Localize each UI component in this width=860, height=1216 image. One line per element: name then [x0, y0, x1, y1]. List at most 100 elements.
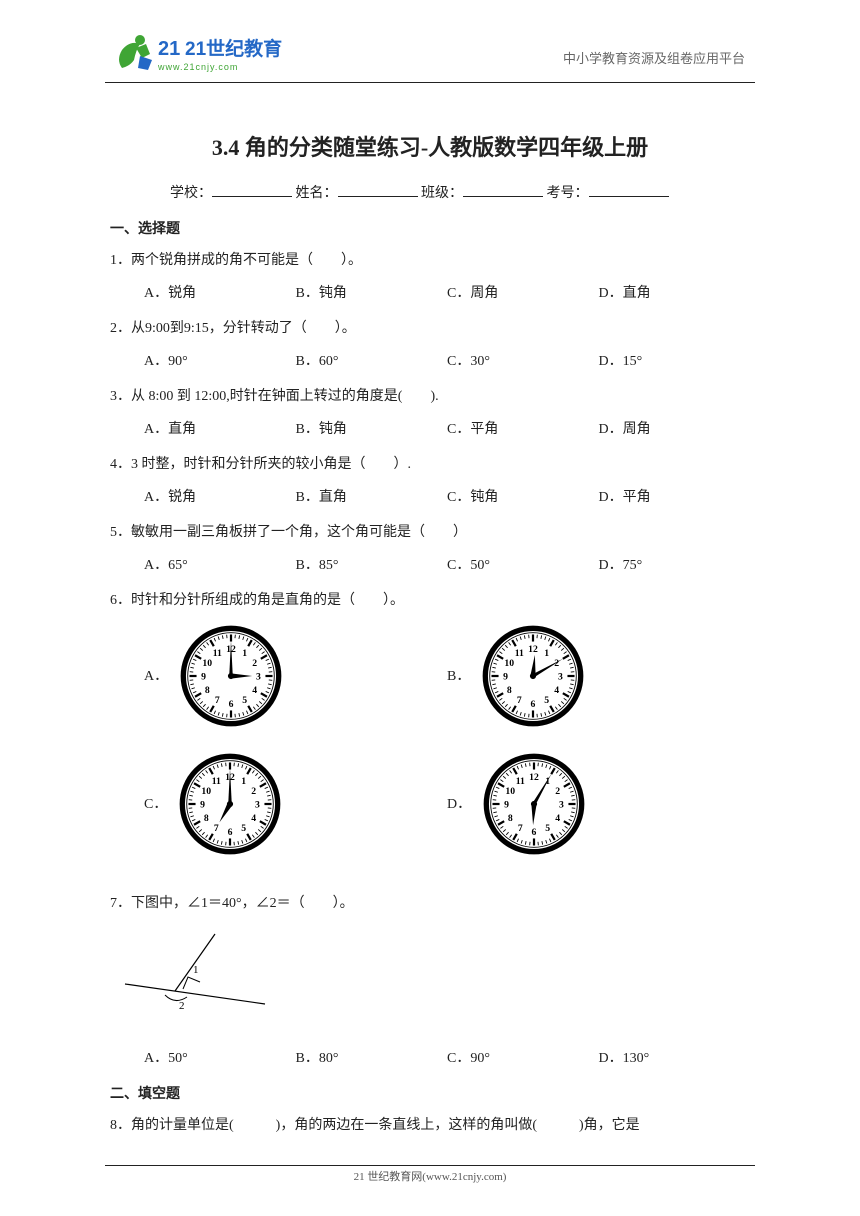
svg-text:2: 2 — [252, 786, 257, 797]
svg-text:1: 1 — [242, 648, 247, 659]
svg-text:1: 1 — [545, 648, 550, 659]
svg-text:7: 7 — [215, 695, 220, 706]
svg-text:8: 8 — [508, 813, 513, 824]
question-1: 1．两个锐角拼成的角不可能是（ ）。 A．锐角 B．钝角 C．周角 D．直角 — [110, 250, 750, 304]
svg-text:12: 12 — [528, 644, 538, 655]
q2-opt-a[interactable]: A．90° — [144, 351, 296, 372]
q2-opt-b[interactable]: B．60° — [296, 351, 448, 372]
q4-opt-a[interactable]: A．锐角 — [144, 487, 296, 508]
question-8: 8．角的计量单位是( )，角的两边在一条直线上，这样的角叫做( )角，它是 — [110, 1115, 750, 1136]
svg-text:11: 11 — [516, 776, 525, 787]
header: 21 21世纪教育 www.21cnjy.com 中小学教育资源及组卷应用平台 — [0, 0, 860, 90]
blank-school[interactable] — [212, 183, 292, 197]
svg-text:3: 3 — [559, 800, 564, 811]
svg-text:9: 9 — [504, 800, 509, 811]
question-6: 6．时针和分针所组成的角是直角的是（ ）。 A．123456789101112B… — [110, 590, 750, 879]
q2-options: A．90° B．60° C．30° D．15° — [110, 351, 750, 372]
clock-icon: 123456789101112 — [177, 751, 283, 857]
q5-opt-a[interactable]: A．65° — [144, 555, 296, 576]
svg-text:10: 10 — [506, 786, 516, 797]
svg-text:10: 10 — [505, 658, 515, 669]
q1-opt-c[interactable]: C．周角 — [447, 283, 599, 304]
q1-options: A．锐角 B．钝角 C．周角 D．直角 — [110, 283, 750, 304]
svg-text:8: 8 — [204, 813, 209, 824]
svg-text:6: 6 — [532, 827, 537, 838]
q3-opt-b[interactable]: B．钝角 — [296, 419, 448, 440]
q7-opt-d[interactable]: D．130° — [599, 1048, 751, 1069]
q7-options: A．50° B．80° C．90° D．130° — [110, 1048, 750, 1069]
q6-label-a: A． — [144, 666, 168, 687]
q7-opt-b[interactable]: B．80° — [296, 1048, 448, 1069]
svg-text:8: 8 — [507, 685, 512, 696]
q5-opt-b[interactable]: B．85° — [296, 555, 448, 576]
question-2: 2．从9:00到9:15，分针转动了（ ）。 A．90° B．60° C．30°… — [110, 318, 750, 372]
section-choice-head: 一、选择题 — [110, 218, 750, 238]
student-info-line: 学校： 姓名： 班级： 考号： — [110, 182, 750, 202]
q3-opt-a[interactable]: A．直角 — [144, 419, 296, 440]
svg-text:7: 7 — [517, 695, 522, 706]
q6-opt-a[interactable]: A．123456789101112 — [144, 623, 447, 729]
q1-opt-a[interactable]: A．锐角 — [144, 283, 296, 304]
blank-class[interactable] — [463, 183, 543, 197]
q3-opt-d[interactable]: D．周角 — [599, 419, 751, 440]
q5-options: A．65° B．85° C．50° D．75° — [110, 555, 750, 576]
svg-text:5: 5 — [242, 695, 247, 706]
logo: 21 21世纪教育 www.21cnjy.com — [110, 30, 290, 80]
svg-text:1: 1 — [242, 776, 247, 787]
content: 3.4 角的分类随堂练习-人教版数学四年级上册 学校： 姓名： 班级： 考号： … — [110, 130, 750, 1150]
q6-opt-b[interactable]: B．123456789101112 — [447, 623, 750, 729]
q6-opt-c[interactable]: C．123456789101112 — [144, 751, 447, 857]
svg-text:12: 12 — [529, 772, 539, 783]
q6-label-c: C． — [144, 794, 167, 815]
header-right-text: 中小学教育资源及组卷应用平台 — [563, 48, 745, 67]
q4-opt-d[interactable]: D．平角 — [599, 487, 751, 508]
label-class: 班级： — [421, 186, 463, 201]
q1-opt-d[interactable]: D．直角 — [599, 283, 751, 304]
label-school: 学校： — [170, 186, 212, 201]
q6-label-b: B． — [447, 666, 470, 687]
q4-stem: 4．3 时整，时针和分针所夹的较小角是（ ）. — [110, 454, 750, 475]
q4-options: A．锐角 B．直角 C．钝角 D．平角 — [110, 487, 750, 508]
label-examno: 考号： — [547, 186, 589, 201]
q7-figure: 12 — [120, 926, 750, 1038]
q7-opt-c[interactable]: C．90° — [447, 1048, 599, 1069]
q6-opt-d[interactable]: D．123456789101112 — [447, 751, 750, 857]
q6-stem: 6．时针和分针所组成的角是直角的是（ ）。 — [110, 590, 750, 611]
q3-options: A．直角 B．钝角 C．平角 D．周角 — [110, 419, 750, 440]
svg-text:6: 6 — [531, 699, 536, 710]
svg-text:21世纪教育: 21世纪教育 — [185, 37, 282, 60]
svg-text:8: 8 — [205, 685, 210, 696]
svg-text:5: 5 — [545, 823, 550, 834]
q2-opt-d[interactable]: D．15° — [599, 351, 751, 372]
svg-text:3: 3 — [558, 672, 563, 683]
q5-opt-c[interactable]: C．50° — [447, 555, 599, 576]
q5-stem: 5．敏敏用一副三角板拼了一个角，这个角可能是（ ） — [110, 522, 750, 543]
footer-rule — [105, 1165, 755, 1166]
q8-stem: 8．角的计量单位是( )，角的两边在一条直线上，这样的角叫做( )角，它是 — [110, 1115, 750, 1136]
svg-text:10: 10 — [203, 658, 213, 669]
q1-opt-b[interactable]: B．钝角 — [296, 283, 448, 304]
q7-stem: 7．下图中，∠1＝40°，∠2＝（ ）。 — [110, 893, 750, 914]
q4-opt-c[interactable]: C．钝角 — [447, 487, 599, 508]
svg-text:5: 5 — [242, 823, 247, 834]
question-3: 3．从 8:00 到 12:00,时针在钟面上转过的角度是( ). A．直角 B… — [110, 386, 750, 440]
clock-icon: 123456789101112 — [480, 623, 586, 729]
q7-opt-a[interactable]: A．50° — [144, 1048, 296, 1069]
q4-opt-b[interactable]: B．直角 — [296, 487, 448, 508]
svg-text:9: 9 — [201, 800, 206, 811]
svg-text:4: 4 — [252, 685, 257, 696]
svg-text:2: 2 — [252, 658, 257, 669]
q2-opt-c[interactable]: C．30° — [447, 351, 599, 372]
blank-name[interactable] — [338, 183, 418, 197]
q5-opt-d[interactable]: D．75° — [599, 555, 751, 576]
svg-text:7: 7 — [518, 823, 523, 834]
blank-examno[interactable] — [589, 183, 669, 197]
clock-icon: 123456789101112 — [178, 623, 284, 729]
clock-icon: 123456789101112 — [481, 751, 587, 857]
svg-text:11: 11 — [212, 776, 221, 787]
svg-text:6: 6 — [228, 827, 233, 838]
svg-text:2: 2 — [179, 1000, 185, 1012]
q3-opt-c[interactable]: C．平角 — [447, 419, 599, 440]
svg-text:2: 2 — [555, 786, 560, 797]
svg-text:www.21cnjy.com: www.21cnjy.com — [157, 62, 238, 72]
